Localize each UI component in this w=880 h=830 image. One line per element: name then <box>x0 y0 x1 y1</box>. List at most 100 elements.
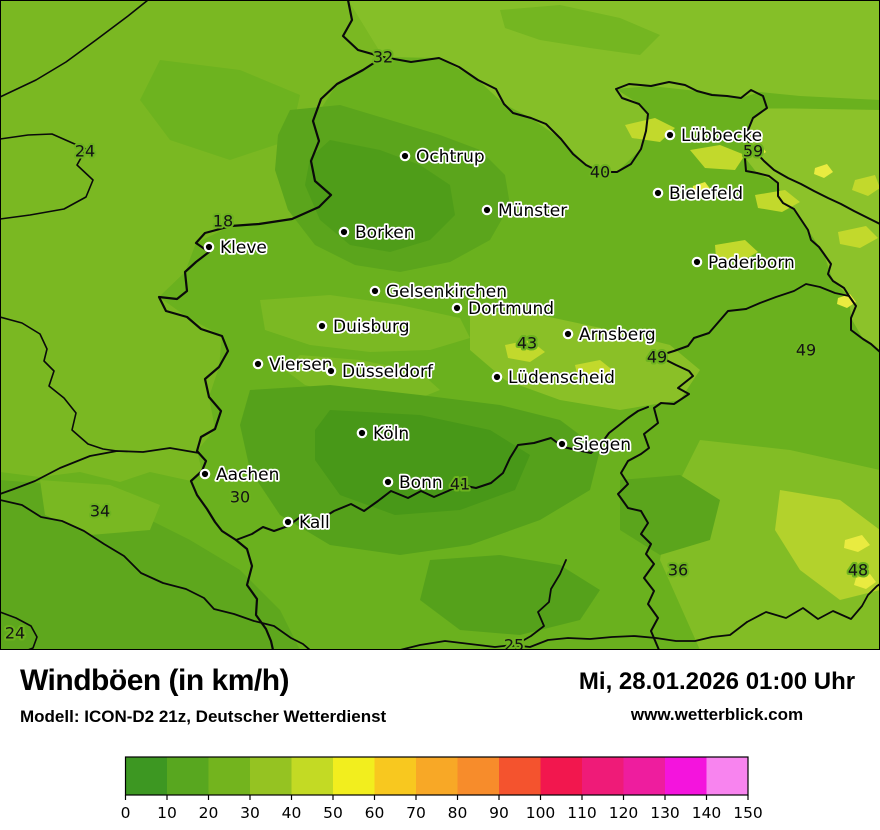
wind-shading-region <box>625 118 675 142</box>
legend-color-segment <box>540 757 583 795</box>
wind-shading-region <box>814 164 833 178</box>
boundary-line <box>235 406 649 541</box>
boundary-line <box>617 308 747 650</box>
legend-color-segment <box>125 757 168 795</box>
page-title: Windböen (in km/h) <box>20 664 290 697</box>
city-label: Kleve <box>220 238 267 258</box>
wind-value-label: 59 <box>743 142 763 161</box>
legend-color-segment <box>333 757 375 795</box>
wind-gust-map: 32 24 59 40 18 43 49 49 41 30 34 36 48 24 25 Ochtrup Lüb… <box>0 0 880 650</box>
legend-tick-label: 130 <box>650 804 680 822</box>
city-label: Gelsenkirchen <box>386 282 507 302</box>
boundary-line <box>0 499 311 650</box>
legend-tick-label: 120 <box>609 804 639 822</box>
wind-shading-region <box>305 140 455 252</box>
wind-value-label: 36 <box>668 561 688 580</box>
city-marker-dot <box>325 365 337 377</box>
wind-value-label: 24 <box>75 142 95 161</box>
city-label: Ochtrup <box>416 147 485 167</box>
wind-value-label: 25 <box>504 636 524 651</box>
city-label: Paderborn <box>708 253 795 273</box>
legend-color-segment <box>582 757 624 795</box>
legend-color-segment <box>499 757 541 795</box>
city-marker-dot <box>282 516 294 528</box>
boundary-line <box>382 56 850 297</box>
legend-tick-label: 30 <box>240 804 260 822</box>
city-label: Bielefeld <box>669 184 743 204</box>
boundary-line <box>0 611 38 650</box>
city-marker-dot <box>664 129 676 141</box>
wind-value-label: 48 <box>848 561 868 580</box>
legend-tick-label: 90 <box>489 804 509 822</box>
city-marker-dot <box>556 438 568 450</box>
boundary-line <box>745 283 850 310</box>
wind-shading-region <box>844 535 870 552</box>
city-label: Dortmund <box>468 299 554 319</box>
wind-shading-region <box>575 360 615 382</box>
city-marker-dot <box>338 226 350 238</box>
city-label: Arnsberg <box>579 325 656 345</box>
legend-tick-label: 150 <box>733 804 763 822</box>
wind-value-label: 49 <box>647 348 667 367</box>
legend-tick-label: 70 <box>406 804 426 822</box>
wind-shading-region <box>715 240 758 262</box>
legend-tick-label: 50 <box>323 804 343 822</box>
city-marker-dot <box>652 187 664 199</box>
boundary-line <box>746 583 880 623</box>
wind-value-label: 41 <box>450 475 470 494</box>
legend-tick-label: 110 <box>567 804 597 822</box>
city-label: Münster <box>498 201 567 221</box>
boundary-line <box>508 559 567 649</box>
wind-shading-region <box>140 60 300 160</box>
city-label: Kall <box>299 513 330 533</box>
city-marker-dot <box>356 427 368 439</box>
legend-tick-label: 140 <box>692 804 722 822</box>
boundary-line <box>0 0 149 98</box>
wind-value-label: 40 <box>590 163 610 182</box>
city-marker-dot <box>369 285 381 297</box>
forecast-datetime: Mi, 28.01.2026 01:00 Uhr <box>578 668 856 695</box>
wind-shading-region <box>500 5 660 55</box>
city-marker-dot <box>316 320 328 332</box>
color-scale-legend: 0 10 20 30 40 50 60 70 80 90 100 110 120 130 140 150 <box>121 756 763 822</box>
wind-shading-region <box>348 0 880 172</box>
wind-shading-region <box>854 574 876 589</box>
legend-color-segment <box>374 757 417 795</box>
legend-color-segment <box>291 757 334 795</box>
legend-tick-label: 60 <box>365 804 385 822</box>
wind-shading-region <box>620 475 720 555</box>
city-marker-dot <box>203 241 215 253</box>
legend-color-segment <box>457 757 500 795</box>
legend-color-segment <box>167 757 209 795</box>
city-marker-dot <box>399 150 411 162</box>
legend-tick-label: 0 <box>121 804 131 822</box>
wind-value-label: 43 <box>517 334 537 353</box>
city-marker-dot <box>382 476 394 488</box>
wind-shading-region <box>470 310 700 410</box>
boundary-line <box>0 133 94 220</box>
wind-shading-region <box>838 226 878 248</box>
wind-shading-region <box>692 182 711 196</box>
city-marker-dot <box>691 256 703 268</box>
boundary-line <box>750 146 880 225</box>
wind-shading-region <box>690 145 745 170</box>
city-label: Düsseldorf <box>342 362 434 382</box>
map-container: 32 24 59 40 18 43 49 49 41 30 34 36 48 24 25 Ochtrup Lüb… <box>0 0 880 650</box>
boundary-line <box>848 295 880 353</box>
legend-tick-label: 10 <box>157 804 177 822</box>
legend-tick-label: 80 <box>448 804 468 822</box>
city-marker-dot <box>252 358 264 370</box>
legend-color-segment <box>665 757 707 795</box>
wind-shading-region <box>40 480 160 535</box>
city-label: Aachen <box>216 465 279 485</box>
legend-color-segment <box>250 757 292 795</box>
wind-value-label: 18 <box>213 212 233 231</box>
legend-color-segment <box>623 757 666 795</box>
wind-shading-region <box>505 340 545 362</box>
wind-value-label: 30 <box>230 488 250 507</box>
city-label: Viersen <box>269 355 333 375</box>
boundary-line <box>157 0 385 650</box>
city-marker-dot <box>491 371 503 383</box>
city-marker-dot <box>451 302 463 314</box>
city-label: Lüdenscheid <box>508 368 615 388</box>
